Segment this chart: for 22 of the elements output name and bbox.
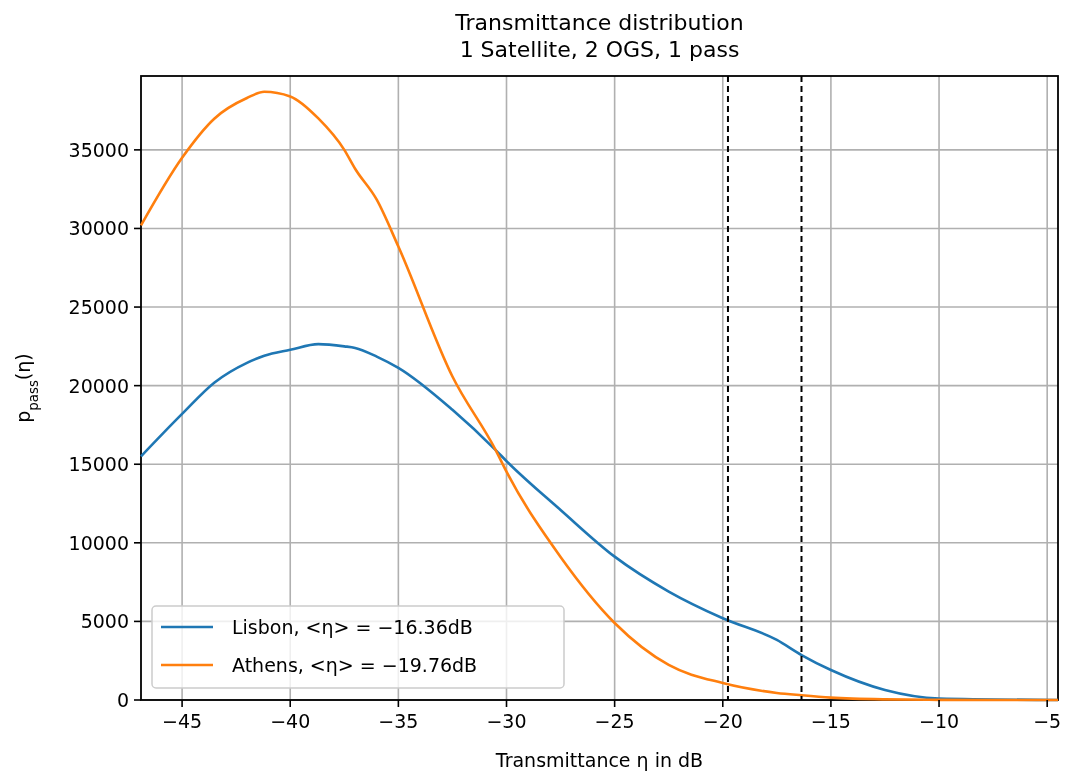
x-tick-label: −25: [594, 710, 635, 732]
chart-title: Transmittance distribution 1 Satellite, 2 OGS, 1 pass: [454, 10, 744, 62]
x-tick-label: −35: [378, 710, 419, 732]
line-series: [139, 90, 1060, 702]
x-tick-label: −20: [702, 710, 743, 732]
y-tick-label: 10000: [68, 531, 129, 554]
x-tick-label: −45: [162, 710, 203, 732]
x-tick-label: −5: [1033, 710, 1062, 732]
legend-label: Athens, <η> = −19.76dB: [232, 654, 478, 676]
x-tick-label: −10: [918, 710, 960, 732]
y-tick-label: 15000: [68, 453, 129, 476]
y-tick-label: 5000: [80, 610, 129, 633]
x-axis-title: Transmittance η in dB: [494, 749, 704, 771]
y-tick-label: 35000: [68, 138, 129, 161]
x-tick-label: −15: [810, 710, 851, 732]
y-tick-label: 20000: [68, 374, 129, 397]
legend-label: Lisbon, <η> = −16.36dB: [232, 616, 473, 638]
y-tick-label: 30000: [68, 217, 129, 240]
x-tick-label: −30: [486, 710, 527, 732]
y-tick-label: 25000: [68, 296, 129, 319]
y-tick-label: 0: [116, 689, 129, 711]
x-tick-label: −40: [270, 710, 311, 732]
